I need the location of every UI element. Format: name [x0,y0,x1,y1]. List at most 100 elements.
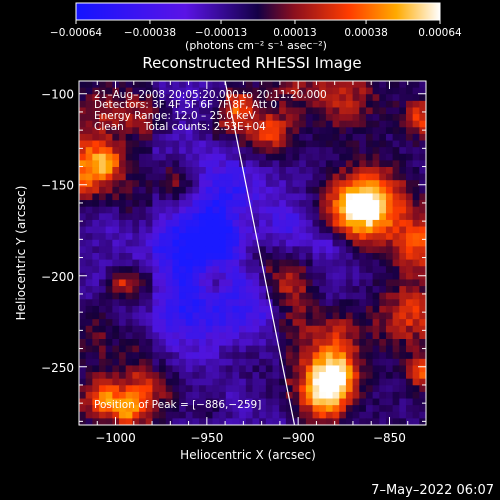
heatmap-cell [92,365,100,373]
heatmap-cell [319,100,327,109]
heatmap-cell [259,411,267,419]
annotation-energy-range: Energy Range: 12.0 – 25.0 keV [94,110,256,122]
heatmap-cell [332,167,340,175]
heatmap-cell [139,385,147,393]
heatmap-cell [285,378,294,386]
heatmap-cell [285,358,294,367]
heatmap-cell [172,319,180,327]
heatmap-cell [152,186,160,195]
heatmap-cell [152,391,160,400]
heatmap-cell [405,378,414,386]
heatmap-cell [119,339,127,347]
heatmap-cell [119,233,127,241]
heatmap-cell [385,279,394,287]
heatmap-cell [272,219,280,228]
heatmap-cell [299,305,307,314]
heatmap-cell [232,193,240,201]
heatmap-cell [305,147,314,155]
heatmap-cell [345,120,354,128]
heatmap-cell [185,345,194,353]
heatmap-cell [112,325,120,333]
heatmap-cell [139,272,147,281]
heatmap-cell [119,107,127,115]
heatmap-cell [219,246,227,254]
heatmap-cell [332,365,340,373]
heatmap-cell [85,305,93,314]
heatmap-cell [219,398,227,406]
heatmap-cell [105,391,113,400]
heatmap-cell [299,272,307,281]
heatmap-cell [399,405,407,413]
heatmap-cell [299,332,307,340]
heatmap-cell [139,418,147,425]
heatmap-cell [252,279,260,287]
heatmap-cell [112,127,120,135]
heatmap-cell [332,193,340,201]
heatmap-cell [212,133,220,142]
heatmap-cell [419,339,426,347]
heatmap-cell [305,352,314,360]
heatmap-cell [145,418,153,425]
heatmap-cell [419,167,426,175]
heatmap-cell [305,345,314,353]
heatmap-cell [312,372,320,380]
colorbar: −0.00064 −0.00038 −0.00013 0.00013 0.00038 0.… [50,2,462,52]
heatmap-cell [245,127,254,135]
heatmap-cell [419,200,426,208]
heatmap-cell [152,167,160,175]
heatmap-cell [79,253,87,261]
heatmap-cell [312,239,320,247]
heatmap-cell [365,81,374,89]
heatmap-cell [205,140,214,148]
heatmap-cell [332,305,340,314]
heatmap-cell [152,358,160,367]
heatmap-cell [119,385,127,393]
heatmap-cell [212,305,220,314]
heatmap-cell [132,120,140,128]
heatmap-cell [345,246,354,254]
heatmap-cell [99,173,107,181]
heatmap-cell [339,167,347,175]
heatmap-cell [312,279,320,287]
heatmap-cell [185,299,194,307]
heatmap-cell [312,114,320,122]
heatmap-cell [272,385,280,393]
heatmap-cell [185,94,194,102]
heatmap-cell [219,233,227,241]
heatmap-cell [345,305,354,314]
heatmap-cell [165,325,174,333]
heatmap-cell [172,206,180,214]
heatmap-cell [219,279,227,287]
heatmap-cell [179,213,187,221]
heatmap-cell [292,411,300,419]
heatmap-cell [285,286,294,294]
heatmap-cell [99,253,107,261]
heatmap-cell [185,173,194,181]
heatmap-cell [125,378,133,386]
heatmap-cell [205,332,214,340]
heatmap-cell [185,87,194,95]
heatmap-cell [132,239,140,247]
heatmap-cell [225,411,234,419]
heatmap-cell [159,246,167,254]
heatmap-cell [292,418,300,425]
heatmap-cell [412,226,420,234]
heatmap-cell [265,167,274,175]
heatmap-cell [165,147,174,155]
heatmap-cell [352,398,360,406]
heatmap-cell [85,81,93,89]
heatmap-cell [239,259,247,267]
heatmap-cell [239,292,247,300]
heatmap-cell [265,193,274,201]
heatmap-cell [205,358,214,367]
heatmap-cell [305,312,314,320]
heatmap-cell [379,292,387,300]
heatmap-cell [99,246,107,254]
heatmap-cell [92,339,100,347]
heatmap-cell [172,114,180,122]
heatmap-cell [392,200,400,208]
heatmap-cell [285,226,294,234]
heatmap-cell [332,319,340,327]
heatmap-cell [199,173,207,181]
heatmap-cell [405,213,414,221]
